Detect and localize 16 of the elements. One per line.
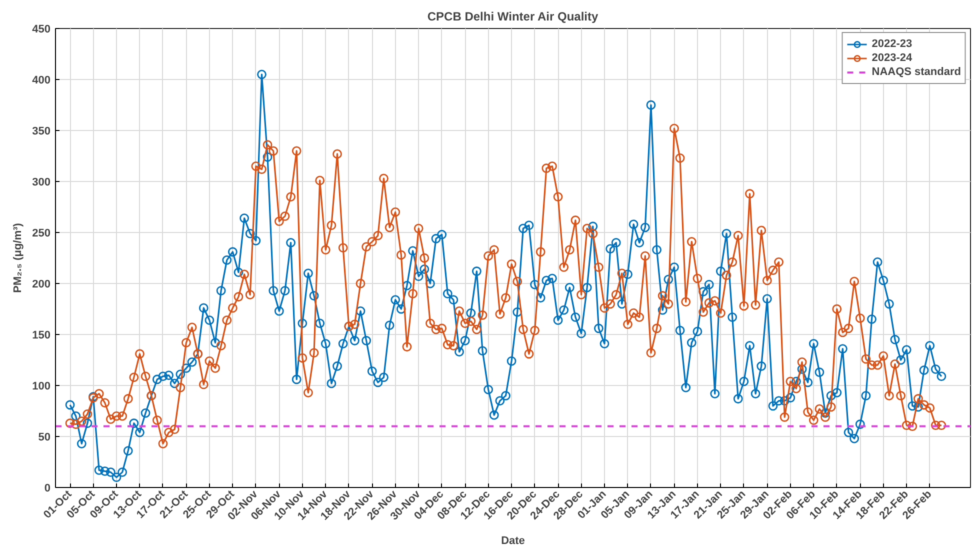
y-tick-label: 300	[32, 176, 51, 188]
y-tick-label: 50	[38, 432, 51, 444]
y-tick-label: 0	[44, 482, 51, 494]
y-tick-label: 400	[32, 74, 51, 86]
y-tick-label: 350	[32, 126, 51, 138]
legend-label: 2022-23	[872, 37, 912, 51]
x-axis-title: Date	[501, 534, 525, 547]
y-axis-title: PM₂.₅ (μg/m³)	[12, 222, 24, 293]
y-tick-label: 100	[32, 380, 51, 392]
y-tick-label: 250	[32, 228, 51, 240]
legend-label: NAAQS standard	[872, 65, 961, 79]
chart-title: CPCB Delhi Winter Air Quality	[427, 10, 599, 24]
y-tick-label: 150	[32, 330, 51, 342]
legend-label: 2023-24	[872, 51, 912, 65]
y-tick-label: 450	[32, 24, 51, 36]
y-tick-label: 200	[32, 278, 51, 290]
